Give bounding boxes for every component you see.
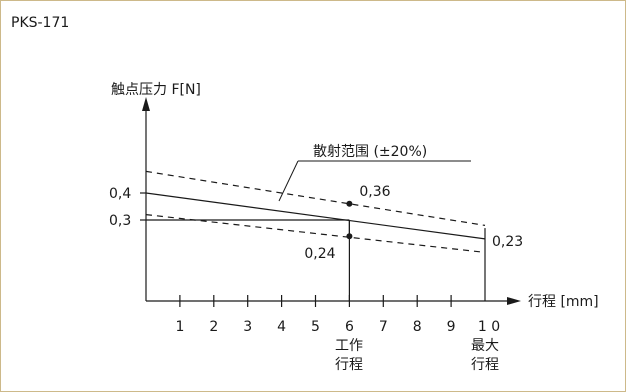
x-tick-label: 6 xyxy=(345,319,354,335)
max-travel-label-line2: 行程 xyxy=(471,357,499,373)
nominal-force-line xyxy=(145,192,486,240)
x-tick-label: 7 xyxy=(379,319,388,335)
y-axis-label: 触点压力 F[N] xyxy=(111,82,201,98)
x-tick-label: 4 xyxy=(277,319,286,335)
x-tick-label: 1 0 xyxy=(478,319,500,335)
series-group xyxy=(145,170,486,253)
x-tick-label: 5 xyxy=(311,319,320,335)
band-label-leader xyxy=(278,160,299,202)
model-label: PKS-171 xyxy=(11,15,70,31)
x-axis-label: 行程 [mm] xyxy=(528,294,599,310)
x-tick-label: 3 xyxy=(243,319,252,335)
tolerance-line-2 xyxy=(145,214,486,253)
y-ticks: 0,4 0,3 xyxy=(109,186,146,229)
x-tick-label: 9 xyxy=(447,319,456,335)
data-points: 0,36 0,24 xyxy=(304,184,390,262)
y-tick-label: 0,4 xyxy=(109,186,131,202)
data-point-label: 0,24 xyxy=(304,246,335,262)
tolerance-line-1 xyxy=(145,170,486,226)
x-ticks: 1 2 3 4 5 6 7 8 9 1 0 xyxy=(175,295,500,335)
band-label: 散射范围 (±20%) xyxy=(313,143,427,160)
data-point xyxy=(346,233,353,240)
y-axis-arrow xyxy=(142,97,150,111)
max-travel-label-line1: 最大 xyxy=(471,338,499,354)
working-travel-label-line2: 行程 xyxy=(335,357,363,373)
x-tick-label: 8 xyxy=(413,319,422,335)
x-tick-label: 1 xyxy=(175,319,184,335)
x-axis-arrow xyxy=(507,297,521,305)
x-tick-label: 2 xyxy=(209,319,218,335)
data-point-label: 0,36 xyxy=(359,184,390,200)
endpoint-label: 0,23 xyxy=(492,234,523,250)
data-point xyxy=(346,200,353,207)
y-tick-label: 0,3 xyxy=(109,213,131,229)
working-travel-label-line1: 工作 xyxy=(335,338,363,354)
